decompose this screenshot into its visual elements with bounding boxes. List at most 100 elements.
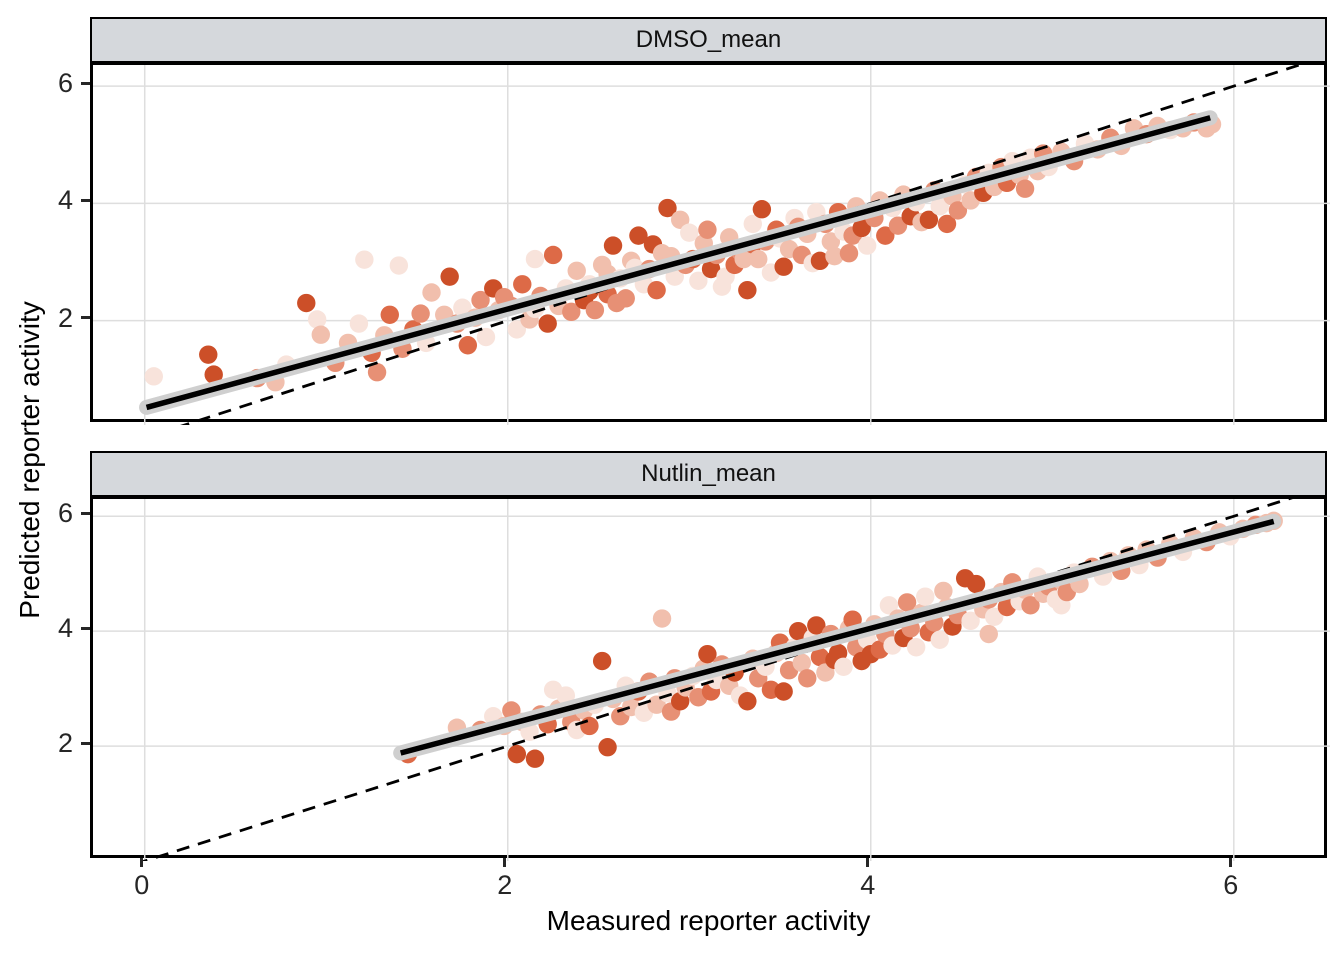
data-point — [937, 214, 957, 234]
data-point — [961, 611, 980, 631]
data-point — [647, 280, 666, 300]
data-point — [476, 327, 496, 347]
data-point — [857, 236, 877, 255]
data-point — [774, 257, 793, 276]
data-point — [816, 663, 835, 682]
data-point — [792, 653, 812, 672]
data-point — [598, 738, 617, 757]
data-point — [979, 624, 998, 644]
data-point — [985, 607, 1004, 626]
facet-strip-label: DMSO_mean — [635, 26, 782, 53]
data-point — [852, 218, 871, 238]
data-point — [629, 226, 648, 245]
data-point — [752, 200, 772, 219]
data-point — [698, 644, 717, 664]
data-point — [670, 210, 690, 229]
data-point — [810, 251, 830, 271]
y-tick-label: 2 — [57, 302, 73, 333]
data-point — [906, 638, 926, 657]
data-point — [411, 304, 430, 323]
data-point — [513, 275, 532, 294]
y-tick-mark — [81, 81, 90, 85]
fit-line — [399, 518, 1275, 756]
data-point — [839, 244, 859, 263]
data-point — [297, 293, 316, 313]
data-point — [698, 220, 717, 239]
data-point — [798, 669, 817, 688]
x-tick-label: 2 — [497, 870, 513, 900]
data-point — [311, 325, 330, 344]
data-point — [734, 249, 753, 269]
panel-nutlin — [90, 496, 1330, 861]
panel-canvas — [93, 499, 1330, 861]
y-tick-label: 6 — [57, 498, 73, 529]
data-point — [380, 305, 399, 324]
data-point — [543, 245, 563, 265]
data-point — [670, 692, 690, 711]
data-point — [879, 596, 899, 615]
data-point — [389, 256, 409, 275]
data-point — [743, 214, 762, 234]
data-point — [689, 271, 708, 290]
panel-canvas — [93, 65, 1330, 425]
data-point — [680, 223, 699, 242]
data-point — [144, 367, 164, 386]
data-point — [525, 749, 545, 768]
data-point — [507, 320, 527, 339]
data-point — [821, 232, 841, 251]
y-tick-label: 6 — [57, 68, 73, 99]
data-point — [774, 682, 793, 701]
data-point — [834, 657, 853, 676]
data-point — [592, 651, 612, 671]
data-point — [355, 250, 374, 269]
data-point — [919, 210, 939, 229]
data-point — [897, 593, 917, 612]
facet-strip-dmso: DMSO_mean — [90, 17, 1327, 63]
data-point — [916, 587, 935, 606]
y-tick-label: 2 — [57, 728, 73, 759]
data-point — [538, 314, 557, 333]
x-tick-label: 6 — [1223, 870, 1239, 900]
data-point — [616, 289, 635, 308]
data-point — [930, 197, 949, 216]
x-tick-mark — [1229, 858, 1233, 867]
x-tick-mark — [503, 858, 507, 867]
x-axis-title: Measured reporter activity — [546, 905, 871, 936]
x-tick-mark — [866, 858, 870, 867]
data-point — [888, 216, 908, 235]
y-tick-mark — [81, 511, 90, 515]
data-point — [788, 621, 808, 641]
data-point — [525, 249, 545, 269]
data-point — [453, 298, 472, 317]
data-point — [701, 259, 721, 279]
y-axis-title: Predicted reporter activity — [14, 301, 45, 619]
y-tick-mark — [81, 316, 90, 320]
y-tick-mark — [81, 626, 90, 630]
data-point — [199, 345, 218, 364]
data-point — [458, 336, 478, 355]
data-point — [562, 302, 581, 322]
facet-strip-nutlin: Nutlin_mean — [90, 451, 1327, 497]
data-point — [440, 267, 459, 286]
data-point — [349, 314, 369, 333]
y-tick-label: 4 — [57, 185, 73, 216]
data-point — [603, 236, 623, 255]
identity-line — [140, 499, 1293, 861]
data-point — [647, 695, 666, 714]
data-point — [966, 574, 986, 594]
data-point — [934, 581, 953, 601]
data-point — [204, 365, 223, 384]
data-point — [738, 692, 757, 711]
data-point — [749, 249, 768, 269]
x-tick-label: 4 — [860, 870, 876, 900]
data-point — [810, 647, 830, 667]
data-point — [422, 283, 441, 302]
data-point — [307, 310, 327, 329]
data-point — [876, 226, 895, 245]
x-tick-mark — [140, 858, 144, 867]
data-point — [825, 246, 844, 266]
data-point — [585, 300, 605, 320]
data-point — [367, 363, 387, 382]
panel-dmso — [90, 62, 1330, 425]
